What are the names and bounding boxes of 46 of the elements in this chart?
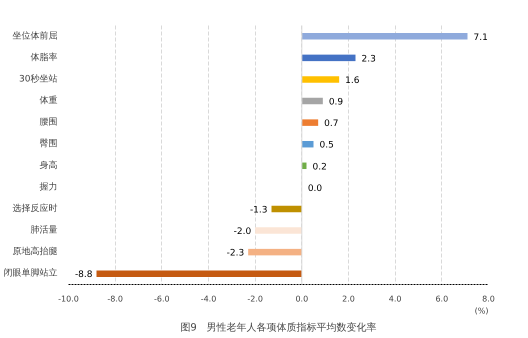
data-label: -1.3 (250, 205, 268, 216)
data-label: 0.5 (320, 140, 334, 151)
bar (248, 248, 302, 256)
y-tick-label: 腰围 (40, 118, 58, 128)
y-tick-label: 30秒坐站 (19, 73, 58, 84)
x-tick-label: -10.0 (58, 294, 79, 304)
x-tick-label: -8.0 (107, 294, 123, 304)
data-label: -2.0 (234, 227, 252, 238)
x-axis-title: (%) (474, 306, 488, 316)
data-label: 0.7 (324, 119, 338, 130)
y-tick-label: 坐位体前屈 (12, 30, 58, 42)
bar (302, 76, 340, 83)
data-label: -2.3 (226, 248, 244, 259)
bar (302, 54, 356, 62)
y-tick-label: 体重 (40, 95, 58, 106)
y-tick-label: 臀围 (40, 138, 58, 150)
bar (302, 98, 323, 104)
y-tick-label: 身高 (40, 160, 58, 171)
data-label: 0.0 (308, 184, 322, 194)
data-label: 1.6 (345, 76, 360, 86)
data-label: -8.8 (74, 270, 93, 280)
y-tick-label: 闭眼单脚站立 (4, 268, 58, 279)
x-tick-label: 2.0 (342, 294, 355, 304)
data-label: 7.1 (474, 32, 488, 43)
y-tick-label: 肺活量 (30, 224, 58, 236)
bar (255, 227, 302, 234)
data-label: 0.2 (312, 162, 327, 172)
x-tick-label: 4.0 (388, 294, 402, 304)
x-tick-label: -4.0 (200, 294, 216, 304)
data-label: 2.3 (362, 54, 376, 64)
x-tick-label: 8.0 (482, 294, 495, 304)
y-tick-label: 选择反应时 (12, 202, 58, 214)
bar (302, 33, 468, 40)
data-label: 0.9 (328, 98, 344, 108)
bar (272, 206, 302, 212)
y-tick-label: 体脂率 (30, 52, 58, 63)
bar (96, 270, 302, 277)
bar (302, 140, 314, 148)
x-tick-label: 6.0 (435, 294, 448, 304)
x-tick-label: -2.0 (247, 294, 263, 304)
bar (302, 119, 318, 126)
text: 图9 男性老年人各项体质指标平均数变化率 (180, 322, 377, 334)
x-tick-label: 0.0 (295, 294, 308, 304)
y-tick-label: 原地高抬腿 (12, 246, 58, 258)
x-tick-label: -6.0 (154, 294, 170, 304)
y-tick-label: 握力 (40, 181, 58, 192)
